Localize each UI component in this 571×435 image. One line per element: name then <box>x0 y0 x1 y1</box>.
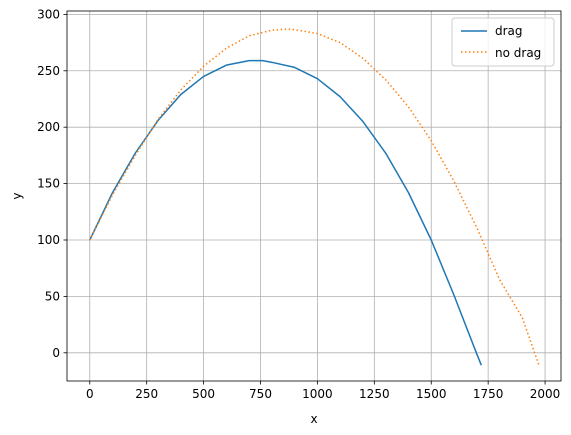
x-tick-label: 1500 <box>416 387 447 401</box>
data-series <box>89 28 541 367</box>
x-tick-label: 1000 <box>302 387 333 401</box>
x-tick-label: 1750 <box>473 387 504 401</box>
x-tick-label: 0 <box>86 387 94 401</box>
y-tick-label: 100 <box>37 233 60 247</box>
series-line-drag <box>89 59 483 366</box>
axis-ticks: 0 250 500 750 1000 1250 1500 1750 2000 0 50 100 150 2… <box>37 7 560 401</box>
x-tick-label: 2000 <box>530 387 561 401</box>
grid-lines <box>67 11 561 381</box>
legend-label-drag: drag <box>495 24 523 38</box>
y-tick-label: 0 <box>52 346 60 360</box>
plot-frame <box>66 10 562 382</box>
series-line-no-drag <box>89 28 541 367</box>
x-tick-label: 250 <box>135 387 158 401</box>
legend-label-no-drag: no drag <box>495 46 541 60</box>
y-tick-label: 200 <box>37 120 60 134</box>
x-axis-label: x <box>310 412 317 426</box>
y-tick-label: 250 <box>37 64 60 78</box>
x-tick-label: 500 <box>192 387 215 401</box>
y-tick-label: 300 <box>37 7 60 21</box>
y-tick-label: 50 <box>45 289 60 303</box>
y-axis-label: y <box>10 192 24 199</box>
legend: drag no drag <box>451 17 555 67</box>
y-tick-label: 150 <box>37 177 60 191</box>
x-tick-label: 1250 <box>359 387 390 401</box>
x-tick-label: 750 <box>249 387 272 401</box>
legend-box <box>451 17 555 67</box>
plot-area <box>67 11 561 381</box>
